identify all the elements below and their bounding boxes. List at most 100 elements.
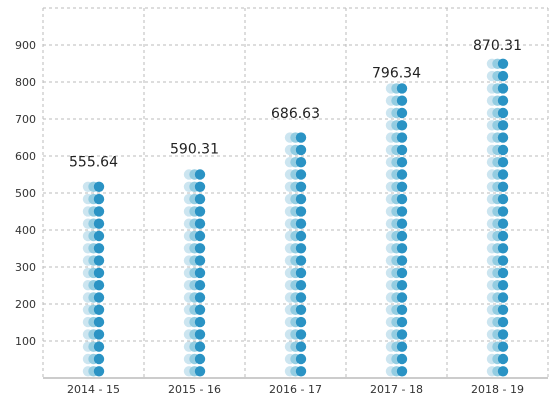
bar-icon xyxy=(497,316,509,328)
bar-icon xyxy=(497,95,509,106)
bar-icon xyxy=(396,181,408,192)
bar-icon xyxy=(194,267,206,279)
bar-icon xyxy=(295,267,307,279)
bar-icon xyxy=(93,267,105,279)
bar-icon xyxy=(396,353,408,365)
bar-icon xyxy=(396,366,408,377)
y-tick-label: 500 xyxy=(15,187,36,200)
x-tick-label: 2016 - 17 xyxy=(269,383,322,396)
bar xyxy=(82,181,105,377)
bar-icon xyxy=(396,341,408,352)
bar-icon xyxy=(194,304,206,315)
bar-icon xyxy=(396,169,408,180)
bar-icon xyxy=(497,181,509,192)
bar-icon xyxy=(194,292,206,303)
grid-lines xyxy=(42,7,549,378)
bar-icon xyxy=(396,120,408,131)
bar-icon xyxy=(497,144,509,156)
bar-icon xyxy=(295,230,307,242)
bar-icon xyxy=(295,181,307,192)
bar-icon xyxy=(497,58,509,69)
bar-icon xyxy=(295,292,307,303)
bar xyxy=(183,169,206,377)
bar-icon xyxy=(497,157,509,168)
y-tick-label: 900 xyxy=(15,39,36,52)
bar-icon xyxy=(295,353,307,365)
bar-icon xyxy=(497,353,509,365)
bar-icon xyxy=(295,193,307,205)
bar-icon xyxy=(194,169,206,180)
bar-icon xyxy=(194,243,206,254)
bar-icon xyxy=(194,181,206,192)
bar-icon xyxy=(194,193,206,205)
bar xyxy=(385,83,408,377)
bar-icon xyxy=(396,218,408,229)
y-tick-label: 400 xyxy=(15,224,36,237)
bar-icon xyxy=(497,292,509,303)
x-tick-label: 2015 - 16 xyxy=(168,383,221,396)
bar-icon xyxy=(396,267,408,279)
bar-icon xyxy=(194,206,206,217)
bar-icon xyxy=(396,280,408,291)
bars xyxy=(82,58,509,377)
bar-icon xyxy=(93,243,105,254)
y-tick-label: 300 xyxy=(15,261,36,274)
bar-icon xyxy=(396,243,408,254)
bar-icon xyxy=(396,132,408,143)
bar-icon xyxy=(295,329,307,340)
x-tick-label: 2014 - 15 xyxy=(67,383,120,396)
bar-icon xyxy=(194,255,206,266)
data-label: 870.31 xyxy=(473,38,522,54)
y-tick-label: 600 xyxy=(15,150,36,163)
data-label: 686.63 xyxy=(271,106,320,122)
bar-icon xyxy=(194,329,206,340)
bar-icon xyxy=(396,329,408,340)
y-tick-label: 700 xyxy=(15,113,36,126)
bar-icon xyxy=(497,243,509,254)
bar-icon xyxy=(497,70,509,82)
bar-icon xyxy=(497,169,509,180)
bar-icon xyxy=(295,243,307,254)
bar-icon xyxy=(396,206,408,217)
bar-icon xyxy=(497,230,509,242)
data-label: 796.34 xyxy=(372,65,421,81)
bar-icon xyxy=(396,95,408,106)
x-tick-label: 2017 - 18 xyxy=(370,383,423,396)
bar-icon xyxy=(497,120,509,131)
bar-icon xyxy=(295,157,307,168)
bar-icon xyxy=(295,316,307,328)
y-tick-label: 800 xyxy=(15,76,36,89)
bar xyxy=(284,132,307,377)
y-tick-label: 100 xyxy=(15,335,36,348)
bar-icon xyxy=(93,316,105,328)
bar-icon xyxy=(295,255,307,266)
bar-icon xyxy=(497,329,509,340)
bar-icon xyxy=(497,304,509,315)
bar-icon xyxy=(497,267,509,279)
bar-icon xyxy=(93,304,105,315)
bar-icon xyxy=(93,230,105,242)
bar-icon xyxy=(194,316,206,328)
bar-icon xyxy=(497,255,509,266)
bar-icon xyxy=(497,341,509,352)
bar-icon xyxy=(93,329,105,340)
bar-icon xyxy=(396,304,408,315)
bar-icon xyxy=(295,341,307,352)
bar-icon xyxy=(497,132,509,143)
bar-icon xyxy=(93,206,105,217)
bar-icon xyxy=(93,193,105,205)
bar-icon xyxy=(497,83,509,94)
bar-icon xyxy=(93,292,105,303)
y-tick-label: 200 xyxy=(15,298,36,311)
bar-icon xyxy=(93,353,105,365)
bar-icon xyxy=(295,206,307,217)
axes: 100 200 300 400 500 600 700 800 900 2014 - 15 2015… xyxy=(15,39,548,396)
bar-icon xyxy=(497,206,509,217)
bar-icon xyxy=(93,280,105,291)
bar-icon xyxy=(93,341,105,352)
bar-icon xyxy=(396,255,408,266)
bar-icon xyxy=(295,280,307,291)
bar-icon xyxy=(194,218,206,229)
